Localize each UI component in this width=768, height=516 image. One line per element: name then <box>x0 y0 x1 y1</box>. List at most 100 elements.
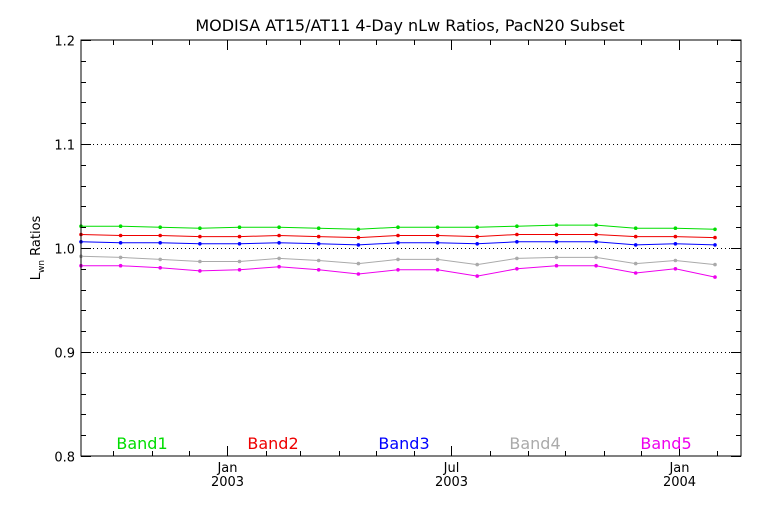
x-tick-label-month: Jan <box>668 461 689 476</box>
data-point-band1 <box>633 226 638 230</box>
grid-layer <box>81 144 741 353</box>
data-point-band1 <box>118 224 123 228</box>
data-point-band5 <box>594 263 598 268</box>
y-tick-label: 1.2 <box>54 35 75 50</box>
y-axis-label-rest: Ratios <box>29 215 44 260</box>
data-point-band5 <box>713 275 717 279</box>
data-point-band4 <box>396 257 400 262</box>
data-point-band4 <box>316 258 321 263</box>
data-point-band3 <box>396 241 400 245</box>
y-axis-label: Lwn Ratios <box>29 215 47 280</box>
data-point-band4 <box>515 256 519 261</box>
y-axis-label-subscript: wn <box>37 260 47 273</box>
data-point-band5 <box>198 269 202 273</box>
data-point-band5 <box>277 264 281 269</box>
data-point-band1 <box>158 225 162 229</box>
data-point-band2 <box>158 233 162 238</box>
data-point-band4 <box>435 257 440 262</box>
data-point-band2 <box>316 234 321 239</box>
data-point-band5 <box>633 271 638 275</box>
data-point-band2 <box>673 234 678 239</box>
data-point-band2 <box>435 233 440 238</box>
data-point-band3 <box>554 240 559 244</box>
data-point-band1 <box>713 227 717 232</box>
data-point-band1 <box>396 225 400 229</box>
x-tick-label-month: Jul <box>443 461 460 476</box>
data-point-band4 <box>633 261 638 266</box>
data-point-band4 <box>198 259 202 264</box>
data-point-band1 <box>198 226 202 230</box>
data-point-band1 <box>554 223 559 227</box>
data-point-band5 <box>316 268 321 272</box>
legend-entry-band5: Band5 <box>640 434 691 453</box>
data-point-band2 <box>633 234 638 239</box>
data-point-band1 <box>277 225 281 229</box>
legend-entry-band4: Band4 <box>509 434 560 453</box>
y-tick-label: 1.1 <box>54 139 75 154</box>
data-point-band4 <box>118 255 123 260</box>
data-point-band5 <box>435 268 440 272</box>
data-point-band4 <box>237 259 242 264</box>
legend-entry-band2: Band2 <box>247 434 298 453</box>
y-tick-label: 0.9 <box>54 347 75 362</box>
legend-entry-band3: Band3 <box>378 434 429 453</box>
data-point-band4 <box>158 257 162 262</box>
data-point-band1 <box>594 223 598 227</box>
data-point-band3 <box>435 241 440 245</box>
data-point-band1 <box>316 226 321 230</box>
data-point-band1 <box>356 227 361 232</box>
legend: Band1 Band2 Band3 Band4 Band5 <box>116 434 691 453</box>
data-point-band2 <box>515 232 519 237</box>
data-point-band3 <box>118 241 123 245</box>
data-point-band5 <box>396 268 400 272</box>
data-point-band3 <box>673 242 678 246</box>
y-tick-label: 1.0 <box>54 243 75 258</box>
data-point-band2 <box>475 234 480 239</box>
data-point-band2 <box>594 232 598 237</box>
data-point-band3 <box>633 243 638 247</box>
data-point-band3 <box>198 242 202 246</box>
data-point-band3 <box>594 240 598 244</box>
data-point-band3 <box>515 240 519 244</box>
data-point-band3 <box>158 241 162 245</box>
data-point-band5 <box>356 272 361 276</box>
series-layer <box>79 223 717 279</box>
y-axis-label-main: L <box>29 272 44 280</box>
data-point-band2 <box>713 235 717 240</box>
data-point-band1 <box>237 225 242 229</box>
data-point-band4 <box>475 262 480 267</box>
legend-entry-band1: Band1 <box>116 434 167 453</box>
data-point-band5 <box>475 274 480 278</box>
data-point-band2 <box>118 233 123 238</box>
data-point-band1 <box>673 226 678 230</box>
data-point-band3 <box>316 242 321 246</box>
x-tick-label-year: 2003 <box>435 475 468 490</box>
data-point-band2 <box>198 234 202 239</box>
data-point-band1 <box>475 225 480 229</box>
data-point-band5 <box>237 268 242 272</box>
data-point-band1 <box>515 224 519 228</box>
data-point-band2 <box>396 233 400 238</box>
data-point-band5 <box>515 267 519 271</box>
data-point-band5 <box>118 263 123 268</box>
data-point-band4 <box>277 256 281 261</box>
data-point-band2 <box>237 234 242 239</box>
data-point-band4 <box>594 255 598 260</box>
data-point-band2 <box>277 233 281 238</box>
data-point-band5 <box>673 267 678 271</box>
data-point-band4 <box>673 258 678 263</box>
data-point-band2 <box>554 232 559 237</box>
data-point-band4 <box>356 261 361 266</box>
data-point-band2 <box>356 235 361 240</box>
data-point-band3 <box>237 242 242 246</box>
data-point-band1 <box>435 225 440 229</box>
x-tick-label-year: 2004 <box>663 475 696 490</box>
chart-title: MODISA AT15/AT11 4-Day nLw Ratios, PacN2… <box>195 16 624 35</box>
plot-frame <box>80 39 742 457</box>
data-point-band5 <box>554 263 559 268</box>
data-point-band5 <box>158 266 162 270</box>
x-tick-label-year: 2003 <box>211 475 244 490</box>
